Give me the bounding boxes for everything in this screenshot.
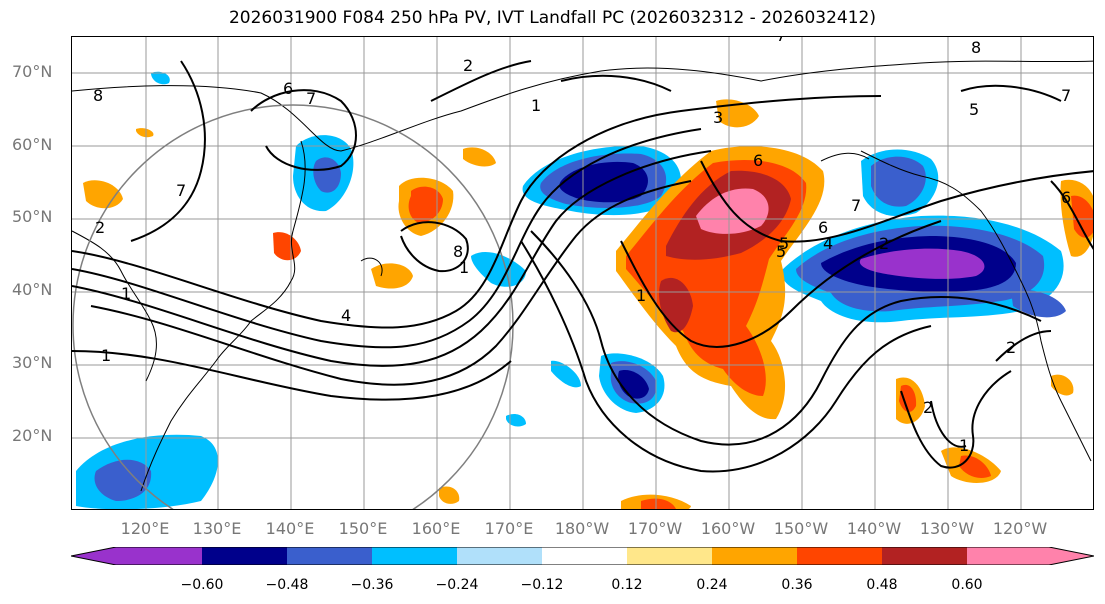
contour-label: 1 [121,284,131,303]
lon-label-130w: 130°W [919,519,975,538]
lat-label-60n: 60°N [12,135,53,154]
graticule [72,37,1093,509]
lat-label-40n: 40°N [12,280,53,299]
contour-label: 6 [818,218,828,237]
lon-label-170w: 170°W [627,519,683,538]
colorbar-tick: 0.24 [696,577,728,593]
lat-label-70n: 70°N [12,62,53,81]
lon-label-160e: 160°E [411,519,461,538]
lon-label-120w: 120°W [992,519,1048,538]
contour-label: 7 [176,181,186,200]
colorbar-segment [882,547,967,565]
lon-label-120e: 120°E [120,519,170,538]
colorbar-tick: −0.48 [265,577,309,593]
contour-label: 8 [93,86,103,105]
contour-label: 5 [779,234,789,253]
coastlines [72,60,1093,492]
lon-label-160w: 160°W [700,519,756,538]
map-panel: 8 6 7 2 7 1 4 2 1 3 6 5 7 1 8 5 6 2 4 5 … [71,36,1094,510]
contour-label: 1 [459,258,469,277]
contour-label: 4 [823,234,833,253]
colorbar-segment [116,547,202,565]
contour-label: 8 [453,242,463,261]
colorbar-segment [202,547,287,565]
contour-label: 7 [776,37,786,45]
pv-shading-negative [76,71,1066,509]
colorbar-segment [542,547,627,565]
map-svg: 8 6 7 2 7 1 4 2 1 3 6 5 7 1 8 5 6 2 4 5 … [72,37,1093,509]
lon-label-180w: 180°W [554,519,610,538]
colorbar-tick: −0.60 [180,577,224,593]
contour-label: 2 [95,218,105,237]
lon-label-150e: 150°E [338,519,388,538]
colorbar-tick: 0.60 [951,577,983,593]
colorbar-segment [457,547,542,565]
contour-label: 2 [879,234,889,253]
lon-label-140w: 140°W [846,519,902,538]
contour-label: 7 [306,89,316,108]
contour-label: 2 [923,398,933,417]
contour-label: 1 [531,96,541,115]
lat-label-50n: 50°N [12,207,53,226]
colorbar-extend-low [71,547,116,565]
colorbar-tick: −0.36 [350,577,394,593]
colorbar-extend-high [1049,547,1094,565]
contour-label: 6 [753,151,763,170]
colorbar-segment [372,547,457,565]
colorbar-segment [797,547,882,565]
contour-label: 8 [971,38,981,57]
colorbar-tick: 0.36 [781,577,813,593]
pv-contours [72,60,1093,473]
colorbar-segment [967,547,1049,565]
contour-label: 4 [341,306,351,325]
colorbar-tick: −0.24 [435,577,479,593]
colorbar-segment [627,547,712,565]
lon-label-150w: 150°W [773,519,829,538]
contour-label: 1 [959,436,969,455]
contour-labels: 8 6 7 2 7 1 4 2 1 3 6 5 7 1 8 5 6 2 4 5 … [93,37,1071,455]
contour-label: 5 [969,100,979,119]
colorbar-tick: −0.12 [520,577,564,593]
lat-label-30n: 30°N [12,353,53,372]
lon-label-140e: 140°E [265,519,315,538]
contour-label: 5 [776,242,786,261]
colorbar [71,547,1094,565]
colorbar-segment [712,547,797,565]
contour-label: 2 [1006,338,1016,357]
contour-label: 2 [463,56,473,75]
contour-label: 7 [1061,86,1071,105]
contour-label: 6 [283,79,293,98]
lon-label-130e: 130°E [192,519,242,538]
colorbar-tick: 0.12 [611,577,643,593]
colorbar-segment [287,547,372,565]
contour-label: 1 [636,286,646,305]
colorbar-tick: 0.48 [866,577,898,593]
map-title: 2026031900 F084 250 hPa PV, IVT Landfall… [228,8,876,28]
lon-label-170e: 170°E [484,519,534,538]
contour-label: 3 [713,108,723,127]
contour-label: 7 [851,196,861,215]
lat-label-20n: 20°N [12,426,53,445]
contour-label: 6 [1061,188,1071,207]
contour-label: 1 [101,346,111,365]
